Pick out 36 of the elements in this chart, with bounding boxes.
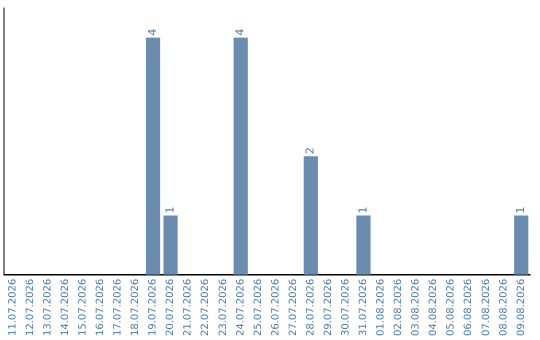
- data-label: 1: [356, 206, 370, 214]
- x-tick-label: 06.08.2026: [463, 278, 474, 336]
- x-tick-label: 15.07.2026: [77, 278, 88, 336]
- x-tick-label: 30.07.2026: [340, 278, 352, 336]
- x-tick-label: 02.08.2026: [393, 278, 404, 336]
- x-tick-label: 09.08.2026: [516, 278, 527, 336]
- x-tick-label: 01.08.2026: [376, 278, 387, 336]
- x-tick-label: 28.07.2026: [305, 278, 316, 336]
- data-label: 1: [163, 206, 176, 214]
- x-tick-label: 29.07.2026: [322, 278, 334, 336]
- x-tick-label: 08.08.2026: [498, 278, 510, 336]
- x-tick-label: 24.07.2026: [235, 278, 246, 336]
- x-tick-label: 18.07.2026: [130, 278, 142, 336]
- x-tick-label: 25.07.2026: [252, 278, 264, 336]
- x-tick-label: 07.08.2026: [480, 278, 492, 336]
- x-tick-label: 14.07.2026: [60, 278, 71, 336]
- x-tick-label: 13.07.2026: [42, 278, 54, 336]
- x-tick-label: 22.07.2026: [200, 278, 212, 336]
- x-tick-label: 21.07.2026: [182, 278, 194, 336]
- x-tick-label: 05.08.2026: [446, 278, 457, 336]
- x-tick-label: 23.07.2026: [218, 278, 229, 336]
- x-tick-label: 20.07.2026: [165, 278, 176, 336]
- data-label: 2: [304, 147, 317, 154]
- x-tick-label: 04.08.2026: [428, 278, 440, 336]
- x-tick-label: 03.08.2026: [410, 278, 422, 336]
- x-tick-label: 26.07.2026: [270, 278, 282, 336]
- x-tick-label: 19.07.2026: [148, 278, 159, 336]
- x-tick-label: 16.07.2026: [95, 278, 106, 336]
- x-tick-label: 17.07.2026: [112, 278, 124, 336]
- x-tick-label: 27.07.2026: [288, 278, 299, 336]
- x-tick-label: 31.07.2026: [358, 278, 370, 336]
- data-label: 4: [146, 28, 159, 36]
- x-tick-label: 12.07.2026: [24, 278, 36, 336]
- data-label: 4: [234, 28, 247, 36]
- x-tick-label: 11.07.2026: [7, 278, 18, 336]
- data-label: 1: [514, 206, 528, 214]
